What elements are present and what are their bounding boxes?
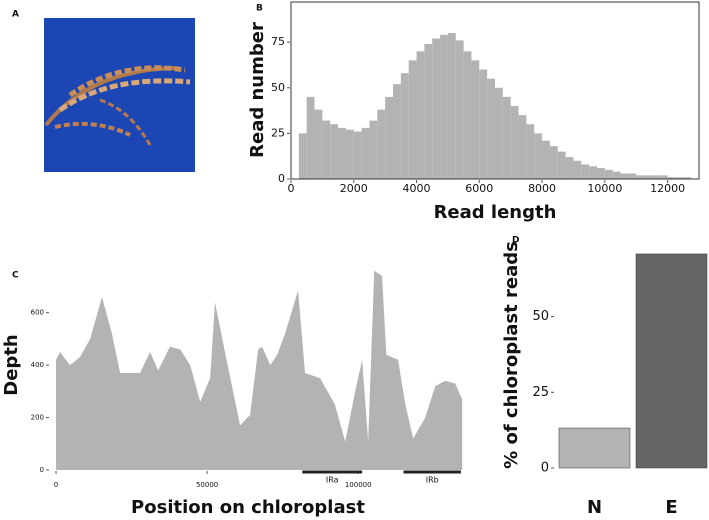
histogram-bar — [573, 160, 582, 179]
histogram-bar — [581, 164, 590, 179]
histogram-bar — [604, 169, 613, 179]
panel-label: B — [256, 4, 263, 14]
histogram-bar — [526, 124, 535, 179]
y-tick-label: 50 — [271, 81, 285, 94]
panel-label: C — [12, 271, 19, 281]
histogram-bar — [385, 96, 393, 179]
y-axis-title: Read number — [247, 22, 268, 158]
histogram-bar — [565, 157, 574, 179]
histogram-bar — [502, 96, 511, 179]
histogram-bar — [534, 133, 543, 179]
y-tick-label: 25 — [271, 126, 285, 139]
x-axis-title: Position on chloroplast — [131, 497, 365, 518]
histogram-bar — [377, 109, 386, 179]
histogram-bar — [447, 33, 456, 180]
histogram-bar — [416, 51, 425, 180]
region-label: IRa — [326, 476, 339, 485]
histogram-bar — [620, 173, 629, 179]
histogram-bar — [369, 120, 378, 179]
bar — [635, 253, 708, 469]
histogram-bar — [471, 60, 480, 179]
panel-label: D — [512, 236, 519, 246]
histogram-bar — [518, 115, 527, 179]
y-tick-label: 75 — [271, 35, 285, 48]
x-tick-label: 10000 — [587, 182, 622, 195]
y-tick-label: 0 — [541, 461, 549, 476]
histogram-bar — [424, 43, 433, 179]
histogram-bar — [479, 69, 488, 179]
y-tick-label: 400 — [31, 361, 44, 369]
grass-spike — [99, 98, 152, 146]
panel-label: A — [12, 10, 19, 20]
x-tick-label: 8000 — [528, 182, 556, 195]
histogram-bar — [675, 177, 684, 179]
histogram-bar — [549, 146, 558, 179]
plot-frame — [290, 1, 700, 180]
y-tick-label: 25 — [532, 385, 549, 400]
x-tick-label: 2000 — [340, 182, 368, 195]
histogram-bar — [667, 177, 676, 179]
y-tick-label: 600 — [31, 309, 44, 317]
x-tick-label: N — [587, 497, 602, 518]
histogram-bar — [306, 96, 315, 179]
x-tick-label: 100000 — [345, 481, 372, 489]
histogram-bar — [322, 120, 331, 179]
x-tick-label: 0 — [288, 182, 295, 195]
histogram-bar — [557, 151, 566, 179]
bar — [558, 427, 631, 469]
x-tick-label: 6000 — [465, 182, 493, 195]
histogram-bar — [345, 129, 354, 179]
histogram-bar — [432, 38, 441, 180]
x-tick-label: 0 — [54, 481, 58, 489]
histogram-bar — [495, 87, 503, 179]
x-axis-title: Read length — [434, 202, 557, 223]
histogram-bar — [400, 73, 409, 179]
histogram-bar — [628, 173, 637, 179]
histogram-bar — [408, 60, 417, 179]
histogram-bar — [463, 51, 472, 180]
histogram-bar — [659, 175, 668, 179]
histogram-bar — [636, 175, 645, 179]
grass-spike — [68, 65, 186, 98]
histogram-bar — [542, 140, 550, 179]
histogram-bar — [393, 84, 401, 179]
histogram-bar — [338, 127, 346, 179]
grass-spike — [58, 78, 191, 113]
histogram-bar — [644, 175, 652, 179]
depth-area — [56, 270, 463, 470]
histogram-bar — [330, 124, 339, 179]
x-tick-label: E — [665, 497, 677, 518]
histogram-bar — [361, 127, 370, 179]
histogram-bar — [589, 166, 597, 179]
x-tick-label: 4000 — [403, 182, 431, 195]
histogram-bar — [510, 106, 519, 179]
histogram-bar — [298, 133, 307, 179]
y-tick-label: 200 — [31, 414, 44, 422]
histogram-bar — [612, 171, 621, 179]
histogram-bar — [651, 175, 660, 179]
y-tick-label: 0 — [40, 466, 44, 474]
x-tick-label: 50000 — [196, 481, 218, 489]
histogram-bar — [597, 168, 605, 179]
histogram-bar — [440, 34, 448, 179]
histogram-bar — [353, 131, 362, 179]
photo-background — [44, 18, 195, 172]
histogram-bar — [455, 40, 464, 180]
y-tick-label: 0 — [278, 172, 285, 185]
y-axis-title: % of chloroplast reads — [501, 241, 522, 469]
x-tick-label: 12000 — [650, 182, 685, 195]
histogram-bar — [487, 78, 495, 179]
grass-spike — [54, 121, 131, 137]
region-label: IRb — [426, 476, 439, 485]
photo — [44, 18, 195, 172]
y-tick-label: 50 — [532, 309, 549, 324]
histogram-bar — [683, 177, 692, 179]
y-axis-title: Depth — [1, 334, 22, 395]
histogram-bar — [314, 109, 323, 179]
